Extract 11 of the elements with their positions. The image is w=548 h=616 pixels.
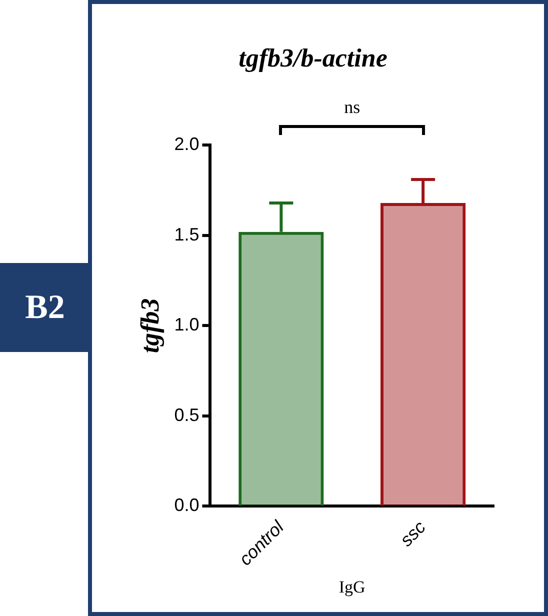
x-tick-label: ssc bbox=[396, 516, 430, 550]
x-axis-title: IgG bbox=[338, 577, 366, 596]
y-tick-label: 0.5 bbox=[174, 404, 200, 425]
y-tick-label: 2.0 bbox=[174, 134, 200, 154]
y-tick-label: 1.0 bbox=[174, 314, 200, 335]
text: B2 bbox=[0, 263, 90, 352]
y-tick-label: 1.5 bbox=[174, 224, 200, 244]
y-tick-label: 0.0 bbox=[174, 495, 200, 516]
y-axis-title: tgfb3 bbox=[135, 298, 164, 354]
text: ns bbox=[344, 97, 360, 118]
chart-title: tgfb3/b-actine bbox=[238, 43, 388, 72]
